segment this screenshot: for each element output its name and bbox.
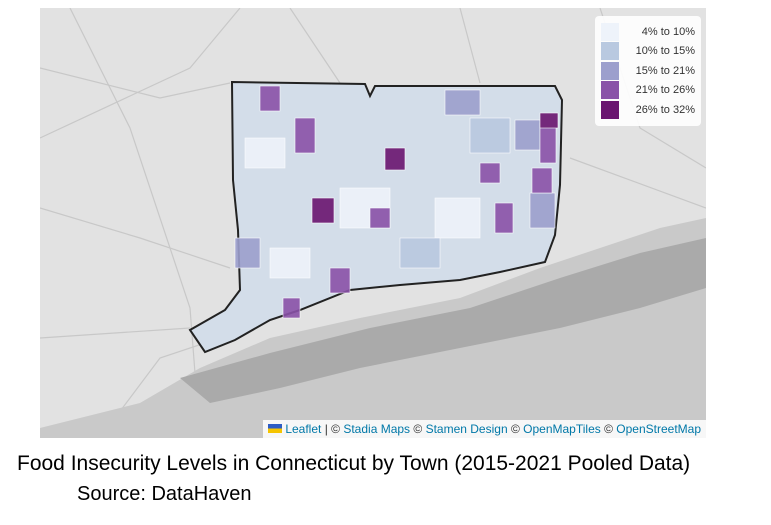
map-tiles (40, 8, 706, 438)
legend: 4% to 10% 10% to 15% 15% to 21% 21% to 26% 2… (595, 16, 701, 126)
legend-item: 10% to 15% (601, 42, 695, 62)
legend-label: 10% to 15% (635, 45, 695, 58)
attribution: Leaflet | © Stadia Maps © Stamen Design … (263, 420, 706, 438)
legend-item: 15% to 21% (601, 61, 695, 81)
legend-swatch (601, 22, 619, 41)
legend-label: 15% to 21% (635, 64, 695, 77)
credit-link[interactable]: Stadia Maps (343, 422, 411, 436)
map[interactable]: 4% to 10% 10% to 15% 15% to 21% 21% to 26% 2… (40, 8, 706, 438)
credit-symbol: © (604, 422, 613, 436)
caption-source: Source: DataHaven (77, 483, 252, 505)
legend-item: 4% to 10% (601, 22, 695, 42)
legend-label: 26% to 32% (635, 103, 695, 116)
separator: | © (324, 422, 340, 436)
legend-swatch (601, 42, 619, 61)
legend-item: 26% to 32% (601, 100, 695, 120)
leaflet-flag (268, 424, 283, 433)
caption-title: Food Insecurity Levels in Connecticut by… (17, 452, 691, 475)
legend-swatch (601, 81, 619, 100)
legend-label: 4% to 10% (641, 25, 695, 38)
credit-link[interactable]: Stamen Design (425, 422, 508, 436)
credit-link[interactable]: OpenStreetMap (616, 422, 701, 436)
leaflet-link[interactable]: Leaflet (285, 422, 322, 436)
legend-swatch (601, 100, 619, 119)
credit-symbol: © (413, 422, 423, 436)
legend-swatch (601, 61, 619, 80)
legend-item: 21% to 26% (601, 81, 695, 101)
credit-symbol: © (510, 422, 520, 436)
legend-label: 21% to 26% (635, 84, 695, 97)
credit-link[interactable]: OpenMapTiles (523, 422, 601, 436)
